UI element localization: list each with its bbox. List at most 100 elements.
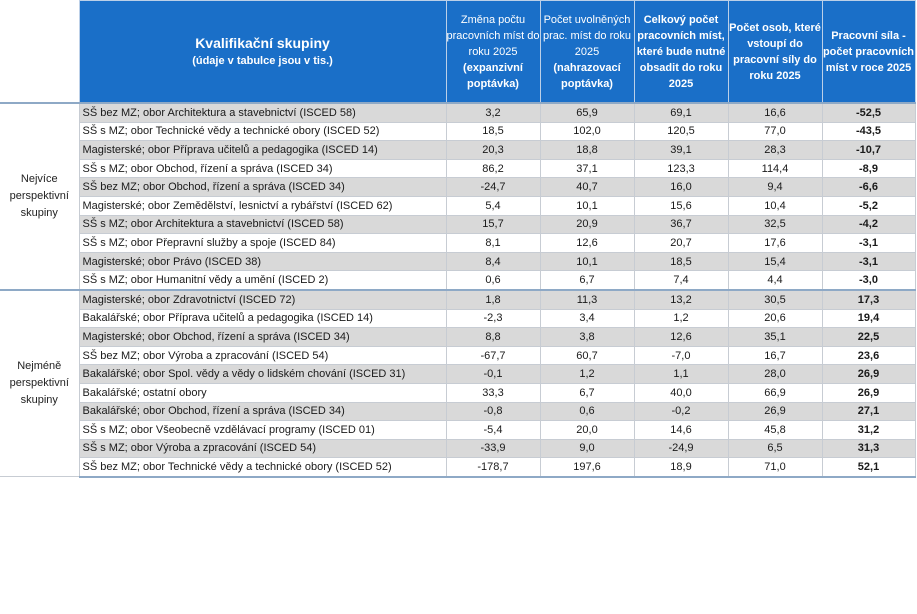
table-row: SŠ s MZ; obor Architektura a stavebnictv… [0,214,916,235]
cell-total: -7,0 [633,345,729,366]
cell-total: 39,1 [633,140,729,160]
cell-replacement: 3,8 [539,327,635,347]
cell-total: 120,5 [633,121,729,142]
cell-total: 18,9 [633,457,729,478]
cell-workforce: -8,9 [821,158,916,179]
cell-entrants: 32,5 [727,214,823,235]
cell-expansion: 20,3 [445,140,541,160]
cell-entrants: 16,6 [727,101,823,123]
cell-workforce: 26,9 [821,382,916,403]
row-label: SŠ s MZ; obor Výroba a zpracování (ISCED… [78,438,447,459]
cell-entrants: 114,4 [727,158,823,179]
table-row: SŠ s MZ; obor Humanitní vědy a umění (IS… [0,270,916,291]
cell-workforce: -5,2 [821,195,916,216]
table-row: Bakalářské; obor Příprava učitelů a peda… [0,308,916,329]
row-label: SŠ s MZ; obor Obchod, řízení a správa (I… [78,158,447,179]
cell-replacement: 9,0 [539,438,635,459]
cell-total: 123,3 [633,158,729,179]
cell-entrants: 15,4 [727,251,823,272]
cell-expansion: -178,7 [445,457,541,478]
row-label: SŠ s MZ; obor Architektura a stavebnictv… [78,214,447,235]
col-header-entrants: Počet osob, které vstoupí do pracovní sí… [727,0,823,104]
row-label: Bakalářské; obor Spol. vědy a vědy o lid… [78,364,447,384]
cell-total: -24,9 [633,438,729,459]
row-label: SŠ s MZ; obor Všeobecně vzdělávací progr… [78,420,447,440]
cell-expansion: -24,7 [445,177,541,197]
cell-entrants: 10,4 [727,195,823,216]
cell-replacement: 197,6 [539,457,635,478]
cell-expansion: -33,9 [445,438,541,459]
cell-entrants: 17,6 [727,233,823,253]
table-row: Magisterské; obor Příprava učitelů a ped… [0,140,916,160]
table-row: SŠ bez MZ; obor Obchod, řízení a správa … [0,177,916,197]
cell-replacement: 65,9 [539,101,635,123]
cell-expansion: 5,4 [445,195,541,216]
cell-total: 18,5 [633,251,729,272]
cell-workforce: 22,5 [821,327,916,347]
cell-expansion: 18,5 [445,121,541,142]
table-row: SŠ s MZ; obor Přepravní služby a spoje (… [0,233,916,253]
cell-workforce: 26,9 [821,364,916,384]
cell-workforce: -3,1 [821,233,916,253]
cell-workforce: -6,6 [821,177,916,197]
table-row: Bakalářské; ostatní obory 33,3 6,7 40,0 66,9… [0,382,916,403]
table-body: Nejvíce perspektivní skupiny SŠ bez MZ; o… [0,101,916,478]
cell-workforce: -43,5 [821,121,916,142]
cell-entrants: 35,1 [727,327,823,347]
cell-total: 20,7 [633,233,729,253]
cell-expansion: 15,7 [445,214,541,235]
cell-replacement: 20,9 [539,214,635,235]
cell-entrants: 16,7 [727,345,823,366]
cell-entrants: 26,9 [727,401,823,422]
cell-expansion: 8,8 [445,327,541,347]
cell-replacement: 60,7 [539,345,635,366]
cell-replacement: 102,0 [539,121,635,142]
row-label: SŠ s MZ; obor Technické vědy a technické… [78,121,447,142]
col-header-total: Celkový počet pracovních míst, které bud… [633,0,729,104]
cell-total: 69,1 [633,101,729,123]
cell-expansion: -0,8 [445,401,541,422]
row-label: SŠ bez MZ; obor Obchod, řízení a správa … [78,177,447,197]
cell-expansion: 8,1 [445,233,541,253]
row-label: Bakalářské; ostatní obory [78,382,447,403]
cell-workforce: 31,2 [821,420,916,440]
cell-replacement: 37,1 [539,158,635,179]
col-header-expansion-main: Změna počtu pracovních míst do roku 2025 [446,13,540,58]
row-label: Magisterské; obor Zdravotnictví (ISCED 7… [78,288,447,310]
cell-replacement: 1,2 [539,364,635,384]
cell-entrants: 20,6 [727,308,823,329]
cell-expansion: 3,2 [445,101,541,123]
cell-workforce: 27,1 [821,401,916,422]
cell-total: 1,1 [633,364,729,384]
cell-replacement: 0,6 [539,401,635,422]
table-row: SŠ bez MZ; obor Výroba a zpracování (ISC… [0,345,916,366]
table-row: SŠ s MZ; obor Všeobecně vzdělávací progr… [0,420,916,440]
cell-replacement: 11,3 [539,288,635,310]
cell-workforce: 52,1 [821,457,916,478]
table-row: SŠ s MZ; obor Technické vědy a technické… [0,121,916,142]
cell-total: 1,2 [633,308,729,329]
cell-entrants: 71,0 [727,457,823,478]
cell-replacement: 6,7 [539,270,635,291]
col-header-expansion-note: (expanzivní poptávka) [463,61,523,90]
cell-workforce: 19,4 [821,308,916,329]
cell-workforce: -3,0 [821,270,916,291]
cell-expansion: -2,3 [445,308,541,329]
cell-expansion: -0,1 [445,364,541,384]
row-label: SŠ bez MZ; obor Architektura a stavebnic… [78,101,447,123]
cell-expansion: 0,6 [445,270,541,291]
group-label: Nejvíce perspektivní skupiny [0,102,80,291]
row-label: SŠ s MZ; obor Přepravní služby a spoje (… [78,233,447,253]
cell-expansion: -5,4 [445,420,541,440]
cell-replacement: 10,1 [539,195,635,216]
cell-total: 12,6 [633,327,729,347]
cell-workforce: 23,6 [821,345,916,366]
cell-entrants: 45,8 [727,420,823,440]
title-subtitle: (údaje v tabulce jsou v tis.) [192,54,333,67]
col-header-replacement: Počet uvolněných prac. míst do roku 2025… [539,0,635,104]
cell-workforce: 31,3 [821,438,916,459]
col-header-expansion: Změna počtu pracovních míst do roku 2025… [445,0,541,104]
cell-expansion: 33,3 [445,382,541,403]
cell-entrants: 4,4 [727,270,823,291]
col-header-workforce: Pracovní síla - počet pracovních míst v … [821,0,916,104]
